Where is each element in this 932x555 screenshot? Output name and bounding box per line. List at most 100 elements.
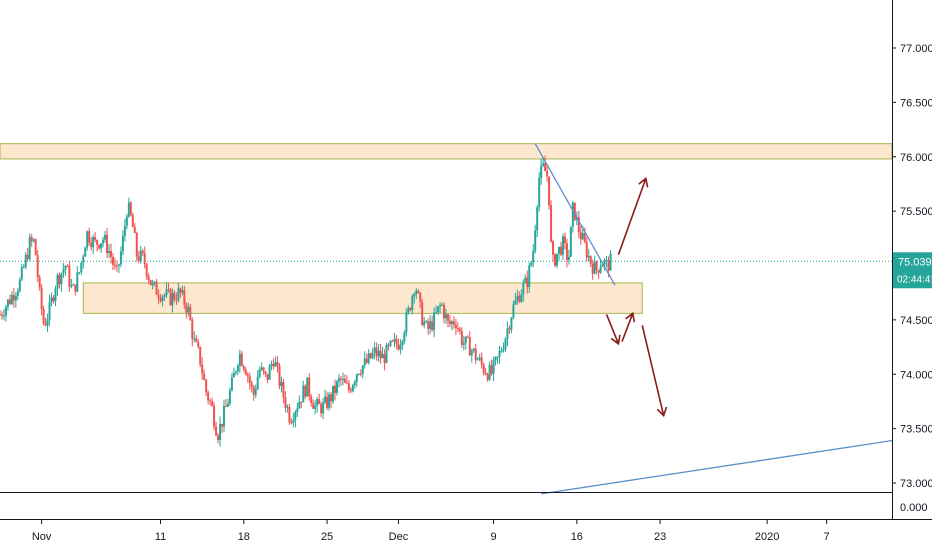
candle-body xyxy=(530,262,533,266)
projection-arrow[interactable] xyxy=(621,311,636,342)
candle-body xyxy=(278,365,281,386)
candle-body xyxy=(389,340,392,346)
candle-body xyxy=(127,202,130,217)
candle-body xyxy=(484,372,487,375)
candle-body xyxy=(450,321,453,325)
candle-body xyxy=(476,359,479,361)
candle-body xyxy=(524,277,527,284)
candle-body xyxy=(337,378,340,382)
candle-body xyxy=(232,372,235,378)
candle-body xyxy=(427,321,430,329)
candle-body xyxy=(563,236,566,244)
candle-body xyxy=(599,266,602,273)
candle-body xyxy=(58,274,61,285)
candle-body xyxy=(94,237,97,240)
candle-body xyxy=(554,254,557,266)
candle-body xyxy=(300,401,303,403)
candle-body xyxy=(20,267,23,280)
candle-body xyxy=(306,377,309,397)
candle-body xyxy=(149,279,152,286)
candle-body xyxy=(117,264,120,266)
ascending-trendline[interactable] xyxy=(541,439,893,495)
candle-body xyxy=(143,253,146,265)
candle-body xyxy=(536,207,539,231)
candle-body xyxy=(365,358,368,363)
candle-body xyxy=(443,304,446,319)
candle-body xyxy=(550,205,553,242)
candle-body xyxy=(207,392,210,401)
candle-body xyxy=(544,163,547,172)
candle-body xyxy=(113,264,116,266)
candle-body xyxy=(2,315,5,317)
candle-body xyxy=(369,353,372,358)
candle-body xyxy=(474,348,477,360)
candle-body xyxy=(54,288,57,301)
candle-body xyxy=(302,385,305,403)
candle-body xyxy=(34,239,37,256)
price-tick-label: 77.000 xyxy=(900,43,932,55)
candle-body xyxy=(478,357,481,360)
candle-body xyxy=(320,403,323,414)
candle-body xyxy=(40,287,43,310)
candle-body xyxy=(466,336,469,338)
candle-body xyxy=(577,217,580,233)
candle-body xyxy=(88,231,91,243)
candle-body xyxy=(520,294,523,302)
candle-body xyxy=(379,350,382,359)
candle-body xyxy=(221,423,224,427)
candle-body xyxy=(567,256,570,261)
candle-body xyxy=(514,300,517,305)
candle-body xyxy=(363,358,366,366)
candle-body xyxy=(556,253,559,266)
candle-body xyxy=(28,237,31,259)
candle-body xyxy=(502,349,505,351)
candle-body xyxy=(228,390,231,404)
candle-body xyxy=(215,426,218,436)
descending-trendline[interactable] xyxy=(534,143,616,286)
candle-body xyxy=(175,299,178,301)
support-resistance-zone[interactable] xyxy=(0,143,893,160)
candle-body xyxy=(593,261,596,274)
candle-body xyxy=(133,226,136,234)
projection-arrow[interactable] xyxy=(617,177,649,255)
candle-body xyxy=(10,295,13,304)
candle-body xyxy=(415,290,418,295)
candle-body xyxy=(141,250,144,254)
candle-body xyxy=(254,389,257,395)
candle-body xyxy=(102,239,105,244)
candle-body xyxy=(123,225,126,237)
candle-body xyxy=(328,394,331,408)
candle-body xyxy=(401,341,404,346)
candle-body xyxy=(335,381,338,394)
candle-body xyxy=(0,314,3,316)
candle-body xyxy=(439,304,442,307)
candle-body xyxy=(119,251,122,265)
candle-body xyxy=(179,288,182,293)
candle-body xyxy=(56,274,59,289)
candle-body xyxy=(359,373,362,375)
candle-body xyxy=(508,328,511,330)
candle-body xyxy=(548,176,551,206)
projection-arrow[interactable] xyxy=(641,325,668,418)
candle-body xyxy=(445,314,447,319)
candle-body xyxy=(387,344,390,346)
support-resistance-zone[interactable] xyxy=(82,282,643,314)
candle-body xyxy=(171,292,174,306)
candle-body xyxy=(591,263,594,274)
time-tick-label: Nov xyxy=(32,531,52,543)
candle-body xyxy=(8,299,11,304)
last-price-badge xyxy=(893,252,932,289)
candle-body xyxy=(330,394,333,402)
last-price-label: 75.039 xyxy=(898,256,932,268)
candle-body xyxy=(355,374,358,382)
candle-body xyxy=(518,295,521,302)
candle-body xyxy=(38,277,41,288)
candle-body xyxy=(240,353,243,366)
projection-arrow[interactable] xyxy=(605,314,621,346)
candle-body xyxy=(78,272,81,274)
candle-body xyxy=(571,202,574,227)
candle-body xyxy=(294,412,297,421)
candle-body xyxy=(304,385,307,397)
candle-body xyxy=(312,403,315,409)
